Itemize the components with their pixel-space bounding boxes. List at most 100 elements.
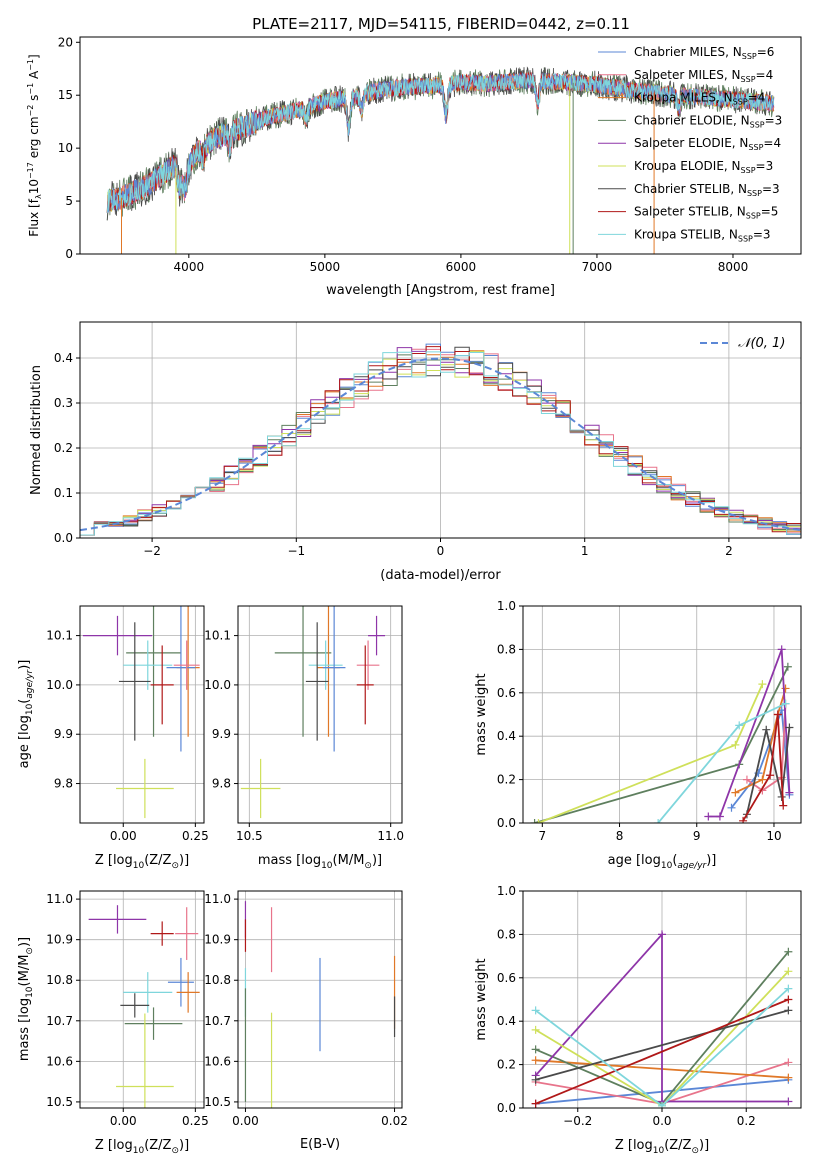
weight-line-c_miles [730, 709, 791, 809]
weight-marker-k_stelib [784, 984, 793, 993]
x-tick-label: 4000 [174, 260, 205, 274]
y-axis-label: mass weight [474, 673, 489, 755]
axes-frame [522, 605, 802, 824]
y-tick-label: 10.5 [204, 1095, 231, 1109]
x-tick-label: 8 [616, 829, 624, 843]
weight-marker-s_stelib [784, 995, 793, 1004]
axes-frame [79, 321, 802, 539]
x-tick-label: 1 [581, 544, 589, 558]
y-tick-label: 10.1 [46, 629, 73, 643]
x-tick-label: 7 [538, 829, 546, 843]
plot-area [88, 905, 200, 1108]
x-tick-label: 0.00 [110, 829, 137, 843]
weight-marker-c_elodie [531, 1045, 540, 1054]
weight-line-s_miles [746, 703, 787, 792]
weight-marker-s_miles [742, 775, 751, 784]
y-tick-label: 10.7 [46, 1014, 73, 1028]
y-tick-label: 10 [58, 141, 73, 155]
y-tick-label: 10.6 [204, 1054, 231, 1068]
panel-spectrum: 4000 5000 6000 7000 8000 0 5 10 15 20 Chabrier MIL… [26, 35, 802, 298]
y-tick-label: 1.0 [497, 599, 516, 613]
gridlines [80, 891, 204, 1108]
weight-marker-s_miles [784, 1058, 793, 1067]
y-axis-label: Flux [fλ10−17 erg cm−2 s−1 A−1] [26, 54, 43, 236]
weight-marker-c_miles [727, 803, 736, 812]
panel-age_vs_Z: 0.00 0.25 9.8 9.9 10.0 10.1 Z [log10(Z/Z⊙)] age… [17, 605, 209, 871]
weight-line-s_elodie [708, 649, 791, 818]
weight-marker-k_stelib [735, 721, 744, 730]
spectrum-line-k_stelib [106, 72, 775, 213]
y-axis-label: mass [log10(M/M⊙)] [17, 937, 35, 1061]
x-tick-label: 10.5 [236, 829, 263, 843]
x-tick-label: 0.2 [737, 1114, 756, 1128]
weight-marker-s_elodie [715, 812, 724, 821]
axes-frame [522, 890, 802, 1109]
weight-marker-k_stelib [531, 1006, 540, 1015]
y-axis-label: Normed distribution [29, 365, 44, 495]
weight-marker-s_elodie [658, 930, 666, 939]
y-tick-label: 10.0 [46, 678, 73, 692]
y-tick-label: 11.0 [46, 892, 73, 906]
weight-line-s_stelib [742, 714, 785, 822]
x-tick-label: 9 [693, 829, 701, 843]
y-tick-label: 0.2 [497, 773, 516, 787]
weight-line-k_elodie [538, 683, 764, 823]
x-tick-label: 2 [725, 544, 733, 558]
y-tick-label: 0.2 [497, 1058, 516, 1072]
normal-curve [80, 357, 801, 532]
y-tick-label: 0.6 [497, 686, 516, 700]
x-axis-label: (data-model)/error [380, 568, 501, 583]
panel-mass_vs_ebv: 0.00 0.02 10.5 10.6 10.7 10.8 10.9 11.0 E(B-V) [204, 890, 408, 1152]
y-tick-label: 0.3 [54, 396, 73, 410]
x-tick-label: 0.00 [232, 1114, 259, 1128]
weight-marker-k_miles [781, 684, 790, 693]
weight-marker-k_elodie [531, 1025, 540, 1034]
y-tick-label: 20 [58, 35, 73, 49]
y-tick-label: 0.0 [54, 531, 73, 545]
x-tick-label: 10 [766, 829, 781, 843]
plot-area [240, 606, 386, 819]
weight-marker-k_miles [784, 1073, 793, 1082]
legend-label: Salpeter STELIB, NSSP=5 [634, 205, 778, 221]
axes-frame [237, 890, 403, 1109]
legend-label: Salpeter MILES, NSSP=4 [634, 68, 773, 84]
y-tick-label: 9.9 [212, 727, 231, 741]
weight-line-c_stelib [746, 727, 791, 815]
x-tick-label: 5000 [310, 260, 341, 274]
weight-marker-k_elodie [731, 740, 740, 749]
y-tick-label: 10.1 [204, 629, 231, 643]
plot-area [80, 343, 801, 536]
weight-line-c_stelib [535, 1009, 789, 1081]
y-tick-label: 0.4 [54, 351, 73, 365]
plot-area [531, 930, 793, 1108]
x-axis-label: Z [log10(Z/Z⊙)] [95, 853, 189, 871]
x-tick-label: 11.0 [377, 829, 404, 843]
panel-weight_vs_age: 7 8 9 10 0.0 0.2 0.4 0.6 0.8 1.0 mass weight age [l… [474, 599, 802, 871]
weight-marker-k_stelib [658, 1101, 666, 1108]
weight-marker-k_stelib [654, 819, 663, 823]
weight-line-s_elodie [534, 932, 789, 1103]
x-axis-label: E(B-V) [300, 1137, 340, 1152]
legend-label: Chabrier MILES, NSSP=6 [634, 45, 774, 61]
y-tick-label: 10.6 [46, 1054, 73, 1068]
axes-frame [79, 890, 205, 1109]
weight-marker-s_stelib [531, 1099, 540, 1108]
x-axis-label: wavelength [Angstrom, rest frame] [326, 283, 555, 298]
x-tick-label: 0.02 [381, 1114, 408, 1128]
y-axis-label: mass weight [474, 958, 489, 1040]
y-tick-label: 10.8 [204, 973, 231, 987]
y-tick-label: 10.7 [204, 1014, 231, 1028]
y-tick-label: 10.9 [204, 933, 231, 947]
x-tick-label: 7000 [582, 260, 613, 274]
x-axis-label: Z [log10(Z/Z⊙)] [615, 1138, 709, 1156]
weight-marker-c_elodie [784, 947, 793, 956]
legend-label: Kroupa STELIB, NSSP=3 [634, 227, 771, 243]
panel-mass_vs_Z: 0.00 0.25 10.5 10.6 10.7 10.8 10.9 11.0 Z [log10… [17, 890, 209, 1156]
axes-frame [79, 36, 802, 255]
weight-marker-s_elodie [785, 788, 794, 797]
weight-marker-k_elodie [784, 967, 793, 976]
x-axis-label: age [log10(age/yr)] [608, 853, 717, 871]
y-tick-label: 0.0 [497, 816, 516, 830]
axes-frame [79, 605, 205, 824]
